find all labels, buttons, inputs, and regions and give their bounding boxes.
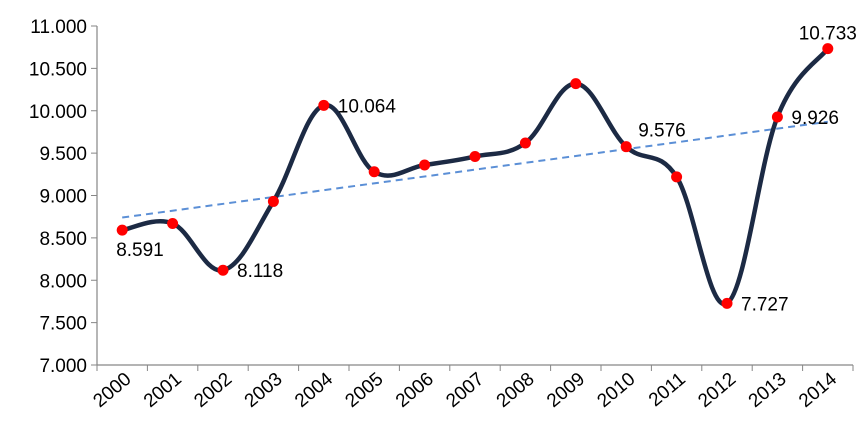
data-label: 8.591 xyxy=(116,240,164,261)
data-point-marker xyxy=(822,43,834,55)
trendline-layer xyxy=(122,120,828,219)
data-point-marker xyxy=(519,137,531,149)
x-tick-label: 2009 xyxy=(543,369,589,412)
data-point-marker xyxy=(368,166,380,178)
x-tick-label: 2012 xyxy=(694,369,740,412)
series-line xyxy=(119,46,831,307)
x-tick-label: 2002 xyxy=(190,369,236,412)
data-point-marker xyxy=(620,141,632,153)
data-point-marker xyxy=(217,264,229,276)
data-label: 9.576 xyxy=(638,121,686,142)
x-tick-label: 2008 xyxy=(493,369,539,412)
y-tick-label: 7.000 xyxy=(39,356,87,377)
trendline xyxy=(122,120,828,219)
x-tick-label: 2006 xyxy=(392,369,438,412)
y-tick-label: 10.000 xyxy=(29,102,87,123)
data-point-marker xyxy=(167,217,179,229)
data-point-marker xyxy=(469,151,481,163)
x-tick-label: 2001 xyxy=(140,369,186,412)
x-tick-label: 2005 xyxy=(342,369,388,412)
data-point-marker xyxy=(771,111,783,123)
data-point-marker xyxy=(419,159,431,171)
data-labels-layer: 8.591 8.118 10.064 9.576 7.727 9.926 10.733 xyxy=(116,24,857,316)
x-axis-ticks: 2000 2001 2002 2003 2004 2005 2006 2007 2008 2009… xyxy=(90,365,854,412)
x-tick-label: 2014 xyxy=(795,368,841,412)
data-point-marker xyxy=(671,171,683,183)
x-tick-label: 2011 xyxy=(645,369,690,411)
data-point-marker xyxy=(570,78,582,90)
y-tick-label: 8.000 xyxy=(39,271,87,292)
data-point-marker xyxy=(267,195,279,207)
data-label: 8.118 xyxy=(237,261,283,282)
y-tick-label: 10.500 xyxy=(29,59,87,80)
x-tick-label: 2004 xyxy=(291,368,337,412)
y-axis-ticks: 7.000 7.500 8.000 8.500 9.000 9.500 10.000 10.5… xyxy=(29,17,97,377)
data-point-marker xyxy=(721,297,733,309)
x-tick-label: 2013 xyxy=(745,369,791,412)
y-tick-label: 11.000 xyxy=(30,17,87,38)
chart-axes xyxy=(96,26,853,366)
data-point-marker xyxy=(318,99,330,111)
series-layer xyxy=(116,43,834,309)
data-label: 7.727 xyxy=(741,294,789,315)
data-label: 9.926 xyxy=(791,108,839,129)
y-tick-label: 7.500 xyxy=(39,314,87,335)
x-tick-label: 2007 xyxy=(442,369,488,412)
x-tick-label: 2000 xyxy=(90,369,136,412)
y-tick-label: 9.000 xyxy=(39,187,87,208)
y-tick-label: 9.500 xyxy=(39,144,87,165)
data-point-marker xyxy=(116,224,128,236)
data-label: 10.733 xyxy=(799,24,857,45)
data-label: 10.064 xyxy=(338,96,397,117)
y-tick-label: 8.500 xyxy=(39,229,87,250)
x-tick-label: 2003 xyxy=(241,369,287,412)
x-tick-label: 2010 xyxy=(594,369,640,412)
